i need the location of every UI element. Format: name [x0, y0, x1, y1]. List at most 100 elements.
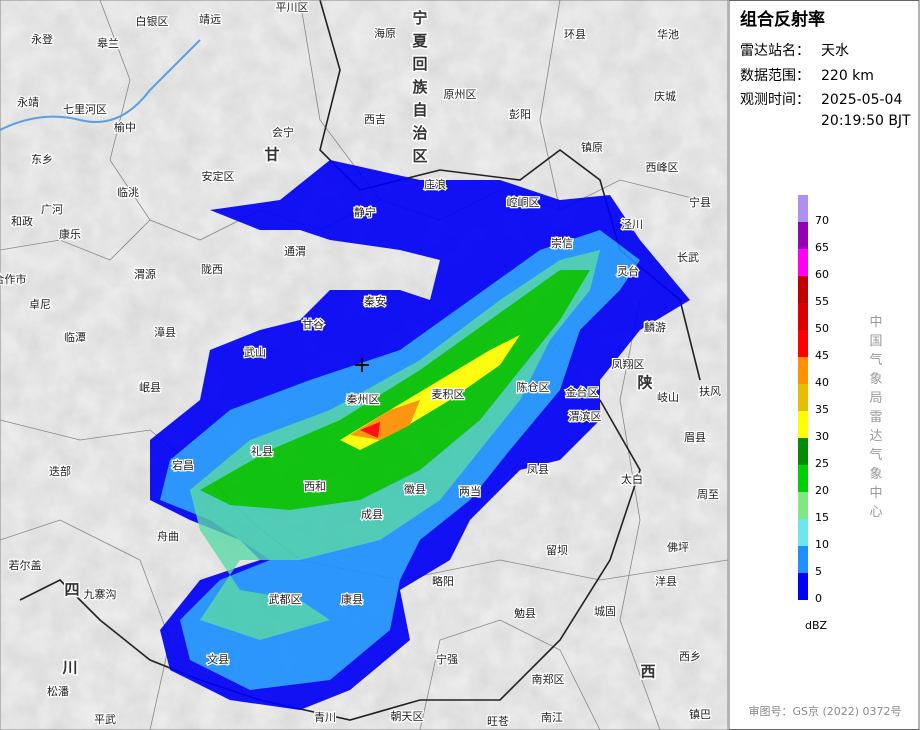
place-label: 甘谷 [302, 318, 324, 331]
region-char: 治 [412, 124, 427, 142]
place-label: 东乡 [31, 153, 53, 166]
place-label: 通渭 [284, 245, 306, 258]
legend-swatch [798, 303, 808, 330]
agency-char: 国 [869, 334, 882, 349]
place-label: 松潘 [47, 684, 69, 698]
region-char: 回 [412, 55, 427, 73]
river [0, 39, 201, 131]
place-label: 平武 [94, 713, 116, 726]
place-label: 庄浪 [424, 177, 446, 191]
place-label: 彭阳 [509, 107, 531, 121]
place-label: 广河 [41, 203, 63, 216]
place-label: 临潭 [64, 330, 86, 344]
place-label: 静宁 [354, 205, 376, 219]
place-label: 西和 [304, 480, 326, 493]
legend-label: 60 [815, 268, 829, 281]
region-char: 宁 [412, 9, 427, 27]
place-label: 岷县 [139, 381, 161, 394]
legend-swatch [798, 465, 808, 492]
place-label: 若尔盖 [9, 558, 42, 572]
date: 2025-05-04 [821, 92, 902, 108]
radar-site [355, 358, 369, 372]
place-label: 凤翔区 [612, 357, 645, 371]
place-label: 南江 [541, 711, 563, 724]
panel-frame [728, 0, 920, 730]
place-label: 西峰区 [646, 161, 679, 174]
agency-char: 象 [869, 467, 882, 482]
region-label: 宁夏回族自治区 [411, 9, 428, 165]
region-char: 区 [412, 147, 427, 165]
legend-label: 40 [815, 376, 829, 389]
place-label: 灵台 [617, 264, 639, 278]
range-label: 数据范围： [740, 67, 810, 84]
place-label: 凤县 [527, 463, 549, 476]
echo-green [200, 270, 590, 510]
agency-char: 心 [869, 505, 882, 520]
legend-swatch [798, 384, 808, 411]
legend-swatch [798, 195, 808, 222]
place-label: 康县 [341, 592, 363, 606]
place-label: 两当 [459, 484, 481, 498]
place-label: 留坝 [546, 543, 568, 557]
place-label: 陈仓区 [517, 380, 550, 394]
place-label: 佛坪 [667, 541, 689, 554]
approval: 审图号：GS京 (2022) 0372号 [748, 704, 901, 718]
panel-title: 组合反射率 [740, 9, 825, 30]
agency-char: 局 [869, 391, 882, 406]
place-label: 宁县 [689, 195, 711, 209]
place-label: 和政 [11, 214, 33, 228]
place-label: 靖远 [199, 13, 221, 26]
legend-swatch [798, 546, 808, 573]
place-label: 礼县 [251, 444, 273, 458]
agency-char: 象 [869, 372, 882, 387]
legend-label: 0 [815, 592, 822, 605]
place-label: 镇巴 [689, 707, 711, 721]
agency-char: 中 [869, 315, 882, 330]
region-label: 甘 [264, 146, 279, 164]
place-label: 周至 [697, 488, 719, 501]
place-label: 青川 [314, 711, 336, 724]
legend-swatch [798, 276, 808, 303]
place-label: 徽县 [404, 482, 426, 496]
place-label: 陇西 [201, 262, 223, 276]
region-label: 四 [64, 581, 79, 599]
place-label: 九寨沟 [84, 587, 117, 601]
place-label: 宁强 [436, 652, 458, 666]
place-label: 勉县 [514, 606, 536, 620]
legend-swatch [798, 573, 808, 600]
place-label: 武都区 [269, 593, 302, 606]
place-label: 朝天区 [391, 710, 424, 723]
station: 天水 [821, 43, 849, 59]
place-label: 秦州区 [347, 392, 380, 406]
place-label: 庆城 [654, 89, 676, 103]
place-label: 镇原 [581, 140, 603, 154]
place-label: 华池 [657, 27, 679, 41]
place-label: 平川区 [276, 1, 309, 14]
place-label: 麟游 [644, 320, 666, 334]
place-label: 漳县 [154, 325, 176, 339]
place-label: 合作市 [0, 272, 27, 286]
legend-label: 10 [815, 538, 829, 551]
place-label: 渭源 [134, 267, 156, 281]
place-label: 秦安 [364, 294, 386, 308]
legend-swatch [798, 438, 808, 465]
place-label: 康乐 [59, 227, 81, 241]
range: 220 km [821, 68, 874, 84]
place-label: 泾川 [621, 218, 643, 231]
place-label: 皋兰 [97, 36, 119, 50]
place-label: 迭部 [49, 464, 71, 478]
place-label: 武山 [244, 346, 266, 359]
legend-label: 50 [815, 322, 829, 335]
place-label: 白银区 [136, 14, 169, 28]
place-label: 榆中 [114, 120, 136, 134]
place-label: 西乡 [679, 650, 701, 663]
place-label: 城固 [594, 605, 616, 618]
legend-label: 15 [815, 511, 829, 524]
legend-swatch [798, 411, 808, 438]
place-label: 原州区 [444, 88, 477, 101]
region-label: 川 [61, 659, 77, 677]
legend-swatch [798, 492, 808, 519]
legend-swatch [798, 519, 808, 546]
region-label: 西 [640, 663, 655, 681]
